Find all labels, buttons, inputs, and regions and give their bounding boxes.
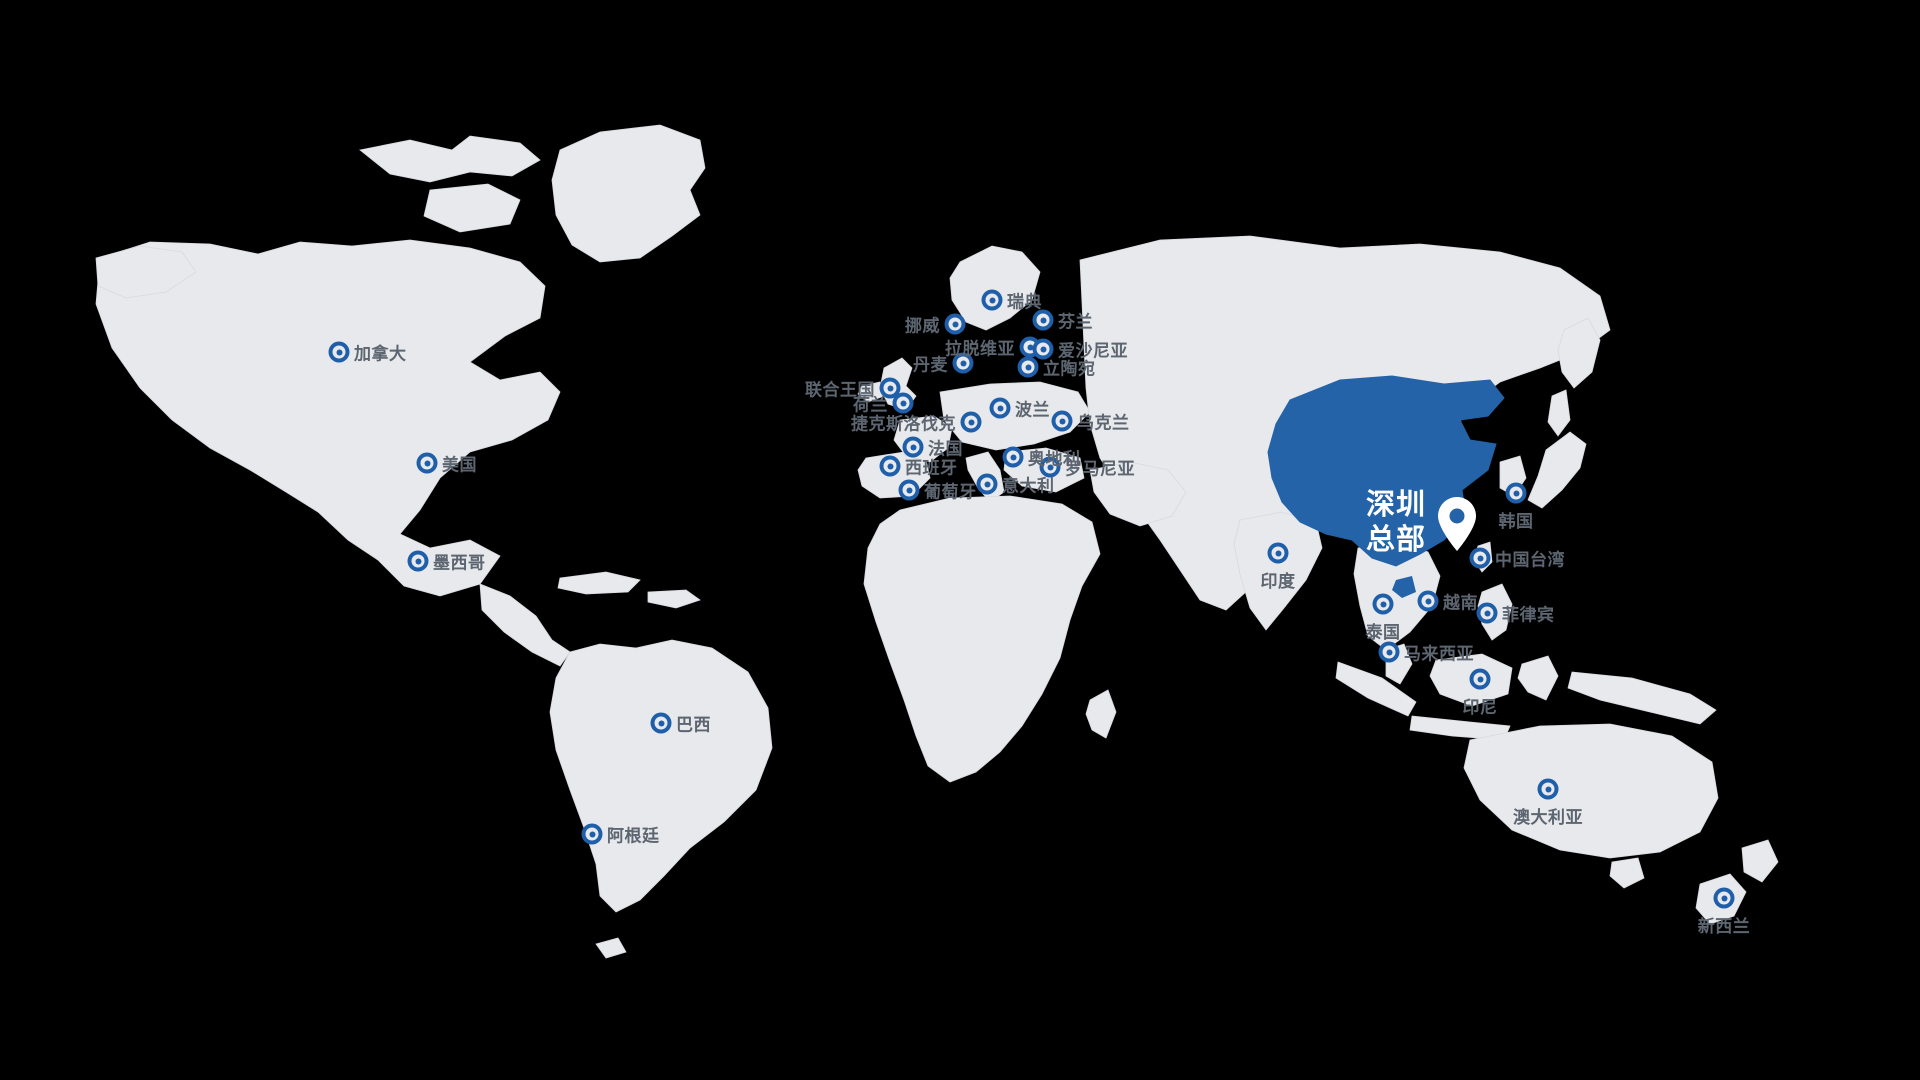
location-label-malaysia: 马来西亚	[1404, 644, 1474, 664]
middle-east-shape	[1089, 461, 1187, 527]
location-ring-icon	[902, 436, 924, 458]
location-label-czechoslovakia: 捷克斯洛伐克	[851, 414, 956, 434]
madagascar-shape	[1085, 689, 1117, 739]
new-guinea-shape	[1567, 671, 1717, 725]
location-label-lithuania: 立陶宛	[1043, 359, 1096, 379]
location-label-taiwan-china: 中国台湾	[1495, 550, 1565, 570]
headquarters-label: 深圳 总部	[1366, 488, 1426, 559]
location-label-ukraine: 乌克兰	[1077, 413, 1130, 433]
location-label-italy: 意大利	[1002, 476, 1055, 496]
location-ring-icon	[581, 823, 603, 845]
greenland-shape	[551, 124, 706, 263]
location-ring-icon	[892, 392, 914, 414]
location-ring-icon	[944, 313, 966, 335]
location-label-australia: 澳大利亚	[1513, 808, 1583, 827]
tasmania-shape	[1609, 857, 1645, 889]
landmass-group	[95, 124, 1779, 959]
location-ring-icon	[1417, 590, 1439, 612]
location-label-austria: 奥地利	[1028, 449, 1081, 469]
baffin-shape	[423, 183, 521, 233]
location-ring-icon	[981, 289, 1003, 311]
location-label-estonia: 爱沙尼亚	[1058, 341, 1128, 361]
kamchatka-shape	[1557, 317, 1601, 389]
location-label-new-zealand: 新西兰	[1697, 917, 1751, 936]
location-ring-icon	[1469, 547, 1491, 569]
sumatra-shape	[1335, 661, 1417, 717]
location-ring-icon	[898, 479, 920, 501]
location-ring-icon	[1032, 309, 1054, 331]
location-label-philippines: 菲律宾	[1502, 605, 1555, 625]
location-label-mexico: 墨西哥	[433, 553, 486, 573]
location-ring-icon	[1267, 542, 1289, 564]
location-label-canada: 加拿大	[354, 344, 407, 364]
hainan-shape	[1392, 576, 1416, 598]
location-ring-icon	[1713, 887, 1735, 909]
location-label-south-korea: 韩国	[1498, 512, 1534, 531]
location-label-usa: 美国	[442, 455, 477, 475]
hispaniola-shape	[647, 589, 701, 609]
location-ring-icon	[1039, 456, 1061, 478]
location-ring-icon	[1372, 593, 1394, 615]
headquarters-label-line2: 总部	[1365, 524, 1426, 557]
location-ring-icon	[1537, 778, 1559, 800]
location-label-netherlands: 荷兰	[853, 395, 888, 415]
location-ring-icon	[1051, 410, 1073, 432]
antarctic-sliver-shape	[595, 937, 627, 959]
location-label-india: 印度	[1260, 572, 1296, 591]
ireland-shape	[857, 381, 885, 403]
location-label-spain: 西班牙	[905, 458, 958, 478]
map-pin-icon	[1438, 497, 1476, 551]
location-ring-icon	[1469, 668, 1491, 690]
location-label-denmark: 丹麦	[913, 355, 948, 375]
north-america-shape	[95, 239, 561, 597]
location-ring-icon	[976, 473, 998, 495]
scandinavia-shape	[949, 245, 1041, 331]
new-zealand-north-shape	[1741, 839, 1779, 883]
location-ring-icon	[1476, 602, 1498, 624]
location-label-norway: 挪威	[905, 316, 940, 336]
africa-shape	[863, 495, 1101, 783]
south-america-shape	[549, 639, 773, 913]
location-ring-icon	[879, 455, 901, 477]
location-ring-icon	[650, 712, 672, 734]
cuba-shape	[557, 571, 641, 595]
location-label-poland: 波兰	[1015, 400, 1050, 420]
location-label-indonesia: 印尼	[1462, 698, 1498, 717]
location-ring-icon	[960, 411, 982, 433]
location-label-finland: 芬兰	[1058, 312, 1093, 332]
sulawesi-shape	[1517, 655, 1559, 701]
headquarters-label-line1: 深圳	[1365, 489, 1426, 521]
location-label-portugal: 葡萄牙	[924, 482, 977, 502]
central-europe-shape	[939, 381, 1091, 451]
location-ring-icon	[328, 341, 350, 363]
sakhalin-shape	[1547, 389, 1571, 437]
location-ring-icon	[952, 352, 974, 374]
location-label-united-kingdom: 联合王国	[805, 380, 875, 400]
location-label-argentina: 阿根廷	[607, 826, 660, 846]
location-ring-icon	[1505, 482, 1527, 504]
location-label-thailand: 泰国	[1365, 623, 1401, 642]
location-ring-icon	[1017, 356, 1039, 378]
location-label-sweden: 瑞典	[1007, 292, 1042, 312]
location-ring-icon	[1378, 641, 1400, 663]
location-ring-icon	[1032, 338, 1054, 360]
location-ring-icon	[989, 397, 1011, 419]
location-ring-icon	[1002, 446, 1024, 468]
japan-shape	[1527, 431, 1587, 509]
location-ring-icon	[879, 377, 901, 399]
alaska-shape	[95, 245, 197, 299]
location-label-france: 法国	[928, 439, 963, 459]
central-america-shape	[479, 583, 571, 667]
location-ring-icon	[407, 550, 429, 572]
location-ring-icon	[416, 452, 438, 474]
australia-shape	[1463, 723, 1719, 859]
location-label-latvia: 拉脱维亚	[945, 339, 1015, 359]
location-label-romania: 罗马尼亚	[1065, 459, 1135, 479]
arctic-islands-shape	[359, 135, 541, 183]
location-label-vietnam: 越南	[1443, 593, 1478, 613]
location-label-brazil: 巴西	[676, 715, 711, 735]
